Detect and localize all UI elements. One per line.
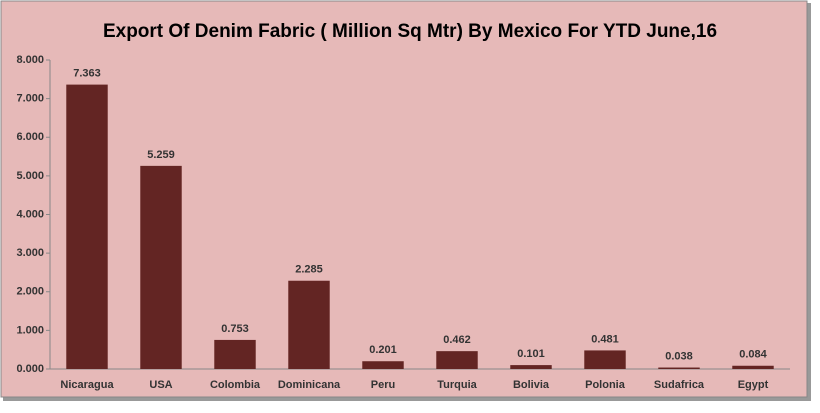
- y-tick-label: 3.000: [16, 247, 44, 259]
- bar: [288, 280, 330, 369]
- data-label: 7.363: [73, 68, 101, 80]
- data-label: 2.285: [295, 264, 323, 276]
- y-tick-label: 5.000: [16, 170, 44, 182]
- bar: [436, 351, 478, 369]
- bar: [732, 365, 774, 369]
- x-tick-label: Colombia: [210, 379, 261, 391]
- y-tick-label: 7.000: [16, 93, 44, 105]
- y-tick-label: 0.000: [16, 363, 44, 375]
- data-label: 0.084: [739, 349, 767, 361]
- bar: [510, 365, 552, 369]
- bar: [584, 350, 626, 369]
- bar: [214, 339, 256, 369]
- data-label: 0.753: [221, 323, 249, 335]
- data-label: 0.201: [369, 344, 397, 356]
- bar: [66, 84, 108, 369]
- x-tick-label: Bolivia: [513, 379, 550, 391]
- bar: [658, 367, 700, 369]
- y-tick-label: 4.000: [16, 208, 44, 220]
- y-tick-label: 1.000: [16, 324, 44, 336]
- x-tick-label: Polonia: [585, 379, 626, 391]
- data-label: 0.481: [591, 333, 619, 345]
- y-tick-label: 6.000: [16, 131, 44, 143]
- y-tick-label: 8.000: [16, 54, 44, 66]
- x-tick-label: Peru: [371, 379, 395, 391]
- x-tick-label: Egypt: [738, 379, 769, 391]
- x-tick-label: Dominicana: [278, 379, 341, 391]
- bar: [140, 165, 182, 369]
- x-tick-label: Turquia: [437, 379, 477, 391]
- x-tick-label: Nicaragua: [60, 379, 114, 391]
- x-tick-label: USA: [149, 379, 172, 391]
- data-label: 5.259: [147, 149, 175, 161]
- bar: [362, 361, 404, 369]
- chart-area: [0, 0, 808, 398]
- data-label: 0.101: [517, 348, 545, 360]
- chart-title: Export Of Denim Fabric ( Million Sq Mtr)…: [103, 21, 717, 42]
- x-tick-label: Sudafrica: [654, 379, 705, 391]
- data-label: 0.462: [443, 334, 471, 346]
- data-label: 0.038: [665, 350, 693, 362]
- y-tick-label: 2.000: [16, 286, 44, 298]
